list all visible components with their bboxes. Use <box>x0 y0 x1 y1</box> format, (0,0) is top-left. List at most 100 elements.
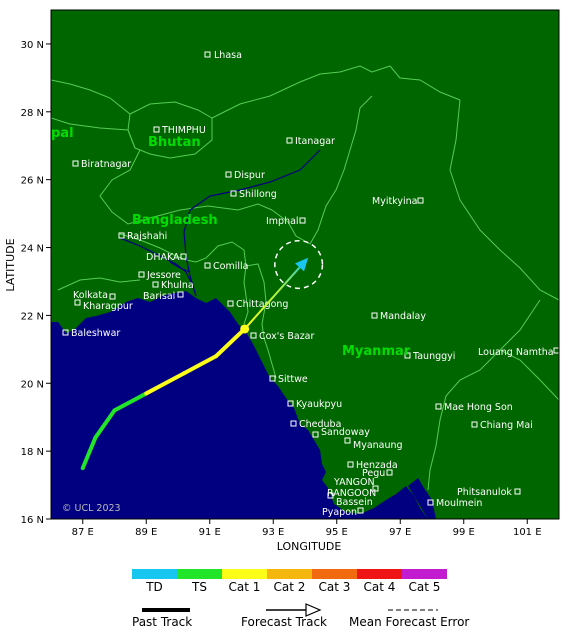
past-track-segment <box>214 326 247 359</box>
river-brahmaputra <box>183 149 321 297</box>
lon-tick-label: 91 E <box>199 527 221 538</box>
past-track-legend-label: Past Track <box>132 615 193 629</box>
border-mizoram <box>245 263 277 379</box>
category-swatch <box>177 569 222 579</box>
city-label-jessore: Jessore <box>146 270 181 281</box>
city-label-pyapon: Pyapon <box>322 507 357 518</box>
city-marker-myitkyina <box>417 197 424 204</box>
city-label-pegu: Pegu <box>362 468 385 479</box>
border-laos <box>499 349 559 401</box>
track-legend <box>142 603 438 617</box>
latitude-axis: 30 N 28 N 26 N 24 N 22 N 20 N 18 N 16 N <box>21 40 51 526</box>
border-thailand <box>427 299 541 491</box>
lon-tick-label: 87 E <box>72 527 94 538</box>
lat-tick-label: 28 N <box>21 108 44 119</box>
city-marker-moulmein <box>427 499 434 506</box>
copyright-label: © UCL 2023 <box>62 503 121 514</box>
country-label-bhutan: Bhutan <box>148 135 201 150</box>
lat-tick-label: 18 N <box>21 447 44 458</box>
map-frame <box>50 9 560 520</box>
border-tibet <box>51 79 131 115</box>
lon-tick-label: 93 E <box>262 527 284 538</box>
border-bangladesh <box>119 233 249 325</box>
city-label-myitkyina: Myitkyina <box>372 196 417 207</box>
city-label-moulmein: Moulmein <box>436 498 482 509</box>
city-label-imphal: Imphal <box>266 216 299 227</box>
city-marker-cheduba <box>290 420 297 427</box>
city-marker-comilla <box>204 262 211 269</box>
city-label-biratnagar: Biratnagar <box>81 159 131 170</box>
category-swatch <box>132 569 177 579</box>
border-myanmar-north <box>271 95 373 245</box>
lon-tick-label: 97 E <box>389 527 411 538</box>
city-label-barisal: Barisal <box>143 291 175 302</box>
category-swatch <box>267 569 312 579</box>
city-marker-mae-hong-son <box>435 403 442 410</box>
city-label-shillong: Shillong <box>239 189 277 200</box>
city-label-kolkata: Kolkata <box>73 290 108 301</box>
city-marker-barisal <box>177 291 184 298</box>
lat-tick-label: 20 N <box>21 379 44 390</box>
sea-area-east <box>408 478 436 519</box>
city-label-sittwe: Sittwe <box>278 374 308 385</box>
y-axis-title: LATITUDE <box>4 238 17 291</box>
mean-error-legend-label: Mean Forecast Error <box>349 615 470 629</box>
city-marker-phitsanulok <box>514 488 521 495</box>
city-marker-chiang-mai <box>471 421 478 428</box>
forecast-track-legend-label: Forecast Track <box>241 615 327 629</box>
x-axis-title: LONGITUDE <box>277 540 342 553</box>
category-swatch <box>357 569 402 579</box>
city-label-baleshwar: Baleshwar <box>71 328 120 339</box>
category-label: TS <box>192 580 207 594</box>
city-label-itanagar: Itanagar <box>295 136 335 147</box>
city-label-phitsanulok: Phitsanulok <box>457 487 512 498</box>
city-marker-rajshahi <box>118 232 125 239</box>
category-swatch <box>222 569 267 579</box>
city-marker-sandoway <box>312 431 319 438</box>
city-marker-khulna <box>152 281 159 288</box>
city-marker-chittagong <box>227 300 234 307</box>
city-label-kharagpur: Kharagpur <box>83 301 133 312</box>
border-india-odisha <box>57 277 141 291</box>
city-label-taunggyi: Taunggyi <box>412 351 455 362</box>
city-marker-taunggyi <box>404 352 411 359</box>
forecast-track-line <box>243 266 301 330</box>
city-marker-myanaung <box>344 437 351 444</box>
city-label-louang-namtha: Louang Namtha <box>478 347 554 358</box>
country-label-myanmar: Myanmar <box>342 344 411 359</box>
city-label-sandoway: Sandoway <box>321 427 370 438</box>
city-marker-dispur <box>225 171 232 178</box>
city-label-coxs-bazar: Cox's Bazar <box>259 331 315 342</box>
city-marker-shillong <box>230 190 237 197</box>
city-marker-rangoon <box>372 485 379 492</box>
river-padma <box>169 261 191 273</box>
forecast-track-legend-arrow <box>305 603 322 617</box>
city-label-kyaukpyu: Kyaukpyu <box>296 399 342 410</box>
border-china-north <box>211 65 461 119</box>
category-label: Cat 1 <box>228 580 261 594</box>
border-myanmar-east <box>449 99 559 301</box>
lat-tick-label: 22 N <box>21 311 44 322</box>
city-marker-pyapon <box>357 507 364 514</box>
city-marker-louang-namtha <box>553 347 559 354</box>
city-marker-imphal <box>299 217 306 224</box>
past-track-segment <box>80 435 98 471</box>
city-marker-thimphu <box>153 126 160 133</box>
city-marker-bassein <box>327 492 334 499</box>
category-label: Cat 2 <box>273 580 306 594</box>
city-label-dispur: Dispur <box>234 170 265 181</box>
lon-tick-label: 101 E <box>513 527 542 538</box>
city-label-khulna: Khulna <box>161 280 194 291</box>
city-marker-mandalay <box>371 312 378 319</box>
lat-tick-label: 24 N <box>21 244 44 255</box>
city-label-lhasa: Lhasa <box>214 50 242 61</box>
city-marker-itanagar <box>286 137 293 144</box>
city-label-chittagong: Chittagong <box>236 299 288 310</box>
city-marker-pegu <box>386 469 393 476</box>
border-assam <box>99 149 273 225</box>
lat-tick-label: 16 N <box>21 515 44 526</box>
past-track-segment <box>112 391 149 413</box>
lon-tick-label: 89 E <box>135 527 157 538</box>
lon-tick-label: 95 E <box>326 527 348 538</box>
city-marker-dhaka <box>180 253 187 260</box>
